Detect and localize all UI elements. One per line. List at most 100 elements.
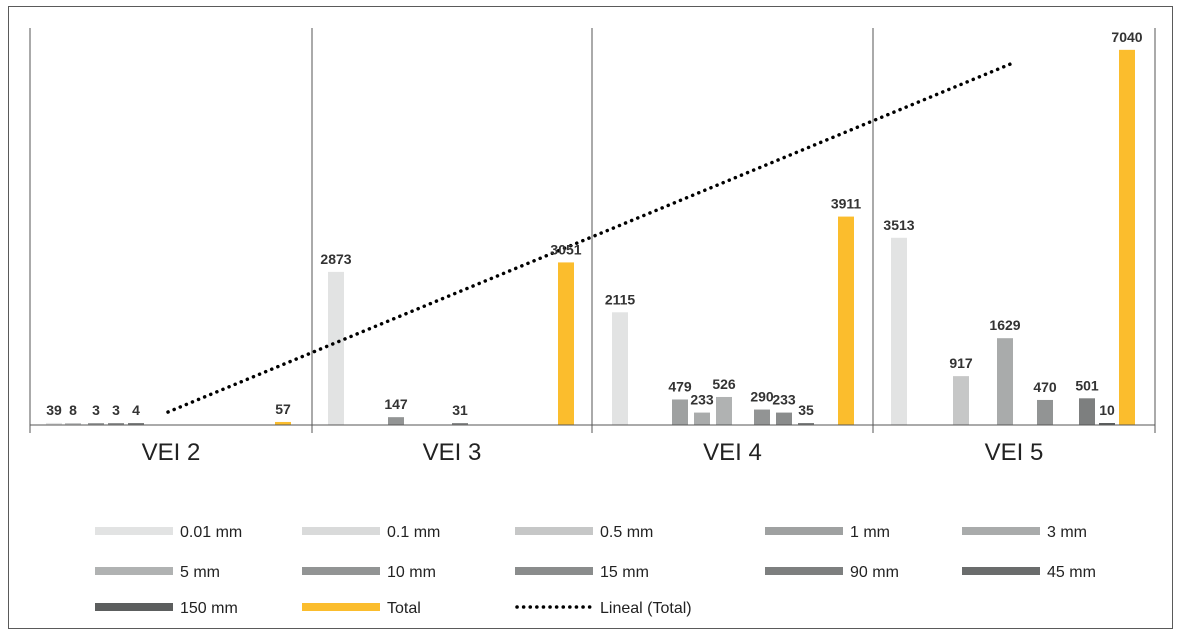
legend-label: 150 mm xyxy=(180,600,238,617)
bar-0-01-mm xyxy=(612,312,628,425)
bars-layer xyxy=(46,49,1135,426)
legend-swatch xyxy=(515,567,593,575)
bar-10-mm xyxy=(754,409,770,425)
data-label: 1629 xyxy=(989,317,1020,333)
bar-90-mm xyxy=(798,423,814,425)
bar-0-01-mm xyxy=(46,422,62,425)
legend-label: 0.1 mm xyxy=(387,524,440,541)
category-label: VEI 3 xyxy=(423,439,482,466)
legend-swatch xyxy=(765,527,843,535)
data-label: 3513 xyxy=(883,217,914,233)
legend-item: 1 mm xyxy=(765,524,890,541)
data-label: 8 xyxy=(69,402,77,418)
data-label: 501 xyxy=(1075,377,1099,393)
data-label: 3051 xyxy=(550,241,581,257)
legend-label: 15 mm xyxy=(600,564,649,581)
trendline xyxy=(166,61,1014,414)
bar-10-mm xyxy=(1037,399,1053,425)
legend-item: 0.5 mm xyxy=(515,524,653,541)
bar-total xyxy=(558,262,574,425)
legend-swatch xyxy=(95,603,173,611)
bar-15-mm xyxy=(776,412,792,425)
data-label: 4 xyxy=(132,402,140,418)
legend-item: 45 mm xyxy=(962,564,1096,581)
bar-90-mm xyxy=(1079,398,1095,425)
category-labels-layer: VEI 2 VEI 3 VEI 4 VEI 5 xyxy=(142,439,1044,466)
data-label: 470 xyxy=(1033,379,1057,395)
bar-0-5-mm xyxy=(953,376,969,425)
trendline-layer xyxy=(166,61,1014,414)
legend-label: 1 mm xyxy=(850,524,890,541)
legend-swatch xyxy=(302,527,380,535)
legend-item: 0.01 mm xyxy=(95,524,242,541)
data-label: 917 xyxy=(949,355,973,371)
legend-swatch xyxy=(302,567,380,575)
legend-label: 90 mm xyxy=(850,564,899,581)
legend-item: 10 mm xyxy=(302,564,436,581)
data-label: 7040 xyxy=(1111,29,1142,45)
bar-15-mm xyxy=(452,423,468,425)
legend-item: 150 mm xyxy=(95,600,238,617)
category-label: VEI 5 xyxy=(985,439,1044,466)
legend-swatch xyxy=(95,567,173,575)
data-label: 526 xyxy=(712,376,736,392)
legend-item: 90 mm xyxy=(765,564,899,581)
bar-90-mm xyxy=(128,423,144,425)
bar-total xyxy=(838,216,854,425)
legend-item: 3 mm xyxy=(962,524,1087,541)
data-label: 3 xyxy=(112,402,120,418)
legend-item: 15 mm xyxy=(515,564,649,581)
legend-swatch xyxy=(302,603,380,611)
bar-0-5-mm xyxy=(65,423,81,425)
legend-label: Lineal (Total) xyxy=(600,600,692,617)
legend-item: Total xyxy=(302,600,421,617)
category-dividers xyxy=(29,28,1156,433)
legend-swatch xyxy=(962,527,1040,535)
bar-150-mm xyxy=(1099,423,1115,425)
data-label: 2115 xyxy=(605,291,636,307)
bar-1-mm xyxy=(672,399,688,425)
data-label: 31 xyxy=(452,402,468,418)
bar-total xyxy=(275,421,291,425)
bar-10-mm xyxy=(108,423,124,425)
bar-5-mm xyxy=(716,396,732,425)
data-label: 39 xyxy=(46,402,62,418)
bar-3-mm xyxy=(997,338,1013,425)
legend-item: 0.1 mm xyxy=(302,524,440,541)
legend-swatch xyxy=(515,527,593,535)
bar-0-01-mm xyxy=(328,271,344,425)
bar-3-mm xyxy=(694,412,710,425)
bar-10-mm xyxy=(388,417,404,425)
legend-label: 3 mm xyxy=(1047,524,1087,541)
data-label: 3911 xyxy=(831,196,862,212)
bar-0-01-mm xyxy=(891,237,907,425)
data-label: 479 xyxy=(668,378,692,394)
legend-label: 5 mm xyxy=(180,564,220,581)
bar-total xyxy=(1119,49,1135,426)
legend-label: 45 mm xyxy=(1047,564,1096,581)
data-label: 233 xyxy=(772,392,796,408)
bar-1-mm xyxy=(88,423,104,425)
data-label: 147 xyxy=(384,396,408,412)
legend-item: 5 mm xyxy=(95,564,220,581)
chart-frame xyxy=(8,6,1173,629)
legend-label: 10 mm xyxy=(387,564,436,581)
data-label: 3 xyxy=(92,402,100,418)
legend-swatch xyxy=(765,567,843,575)
legend-label: Total xyxy=(387,600,421,617)
data-label: 290 xyxy=(750,389,774,405)
category-label: VEI 2 xyxy=(142,439,201,466)
legend-swatch xyxy=(962,567,1040,575)
data-label: 57 xyxy=(275,401,291,417)
data-label: 2873 xyxy=(320,251,351,267)
legend-swatch xyxy=(95,527,173,535)
category-label: VEI 4 xyxy=(703,439,762,466)
data-label: 35 xyxy=(798,402,814,418)
legend: 0.01 mm 0.1 mm 0.5 mm 1 mm 3 mm 5 mm 10 mm 15 m… xyxy=(95,524,1096,617)
legend-label: 0.5 mm xyxy=(600,524,653,541)
legend-label: 0.01 mm xyxy=(180,524,242,541)
data-label: 10 xyxy=(1099,402,1115,418)
legend-item: Lineal (Total) xyxy=(515,600,692,617)
